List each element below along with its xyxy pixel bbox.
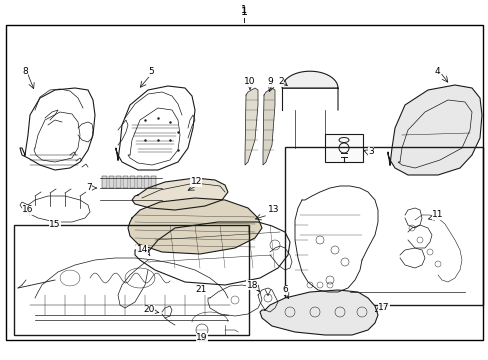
Text: 15: 15 [49, 220, 61, 230]
Text: 11: 11 [431, 211, 443, 220]
Bar [137, 176, 142, 188]
Bar [102, 176, 107, 188]
Polygon shape [263, 88, 274, 165]
Bar [109, 176, 114, 188]
Text: 1: 1 [240, 7, 247, 17]
Text: 7: 7 [86, 184, 92, 193]
Text: 18: 18 [246, 280, 258, 289]
Polygon shape [128, 198, 262, 254]
Text: 2: 2 [278, 77, 283, 86]
Bar [6, 25, 482, 340]
Text: 19: 19 [196, 333, 207, 342]
Text: 17: 17 [377, 303, 389, 312]
Text: 16: 16 [22, 206, 34, 215]
Bar [151, 176, 156, 188]
Bar [285, 147, 482, 305]
Text: 6: 6 [282, 285, 287, 294]
Text: 14: 14 [136, 246, 148, 255]
Text: 20: 20 [143, 306, 155, 315]
Bar [116, 176, 121, 188]
Bar [143, 176, 149, 188]
Polygon shape [132, 178, 227, 210]
Polygon shape [244, 88, 258, 165]
Text: 12: 12 [190, 177, 202, 186]
Text: 8: 8 [22, 68, 28, 77]
Text: 1: 1 [241, 5, 246, 15]
Text: 10: 10 [244, 77, 255, 86]
Bar [123, 176, 128, 188]
Bar [130, 176, 135, 188]
Text: 13: 13 [267, 206, 279, 215]
Text: 5: 5 [148, 68, 153, 77]
Text: 3: 3 [367, 148, 373, 157]
Polygon shape [260, 290, 377, 335]
Bar [14, 225, 248, 335]
Polygon shape [387, 85, 481, 175]
Text: 21: 21 [195, 285, 206, 294]
Text: 9: 9 [266, 77, 272, 86]
Bar [325, 134, 362, 162]
Polygon shape [282, 71, 337, 88]
Text: 4: 4 [434, 68, 440, 77]
